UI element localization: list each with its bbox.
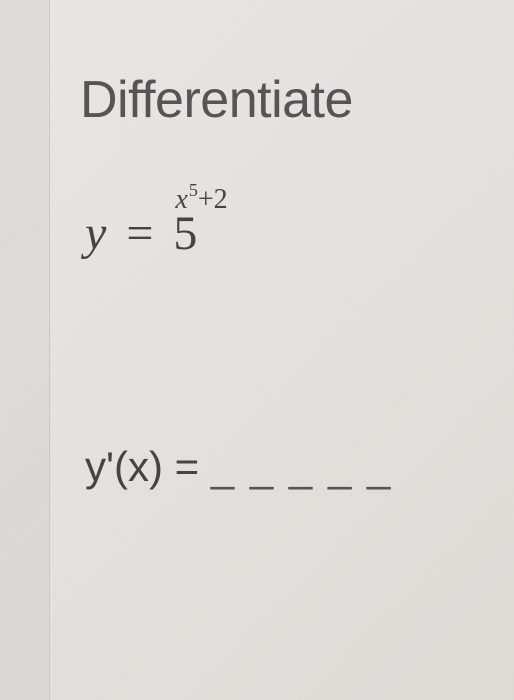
problem-title: Differentiate xyxy=(80,70,464,130)
problem-page: Differentiate y = 5 x5+2 y'(x) = _ _ _ _… xyxy=(0,0,514,700)
answer-prompt: y'(x) = _ _ _ _ _ xyxy=(80,443,464,491)
answer-blank[interactable]: _ _ _ _ _ xyxy=(211,443,392,490)
answer-equals: = xyxy=(175,443,200,490)
exponent-power: 5 xyxy=(189,180,198,200)
answer-function: y'(x) xyxy=(85,443,163,490)
equation-display: y = 5 x5+2 xyxy=(80,205,464,263)
equation-base-exp: 5 x5+2 xyxy=(173,205,197,263)
exponent-tail: +2 xyxy=(198,184,228,215)
equation-lhs: y xyxy=(85,207,106,260)
exponent-var: x xyxy=(175,184,187,215)
equation-equals: = xyxy=(126,207,153,260)
equation-exponent: x5+2 xyxy=(175,183,227,217)
